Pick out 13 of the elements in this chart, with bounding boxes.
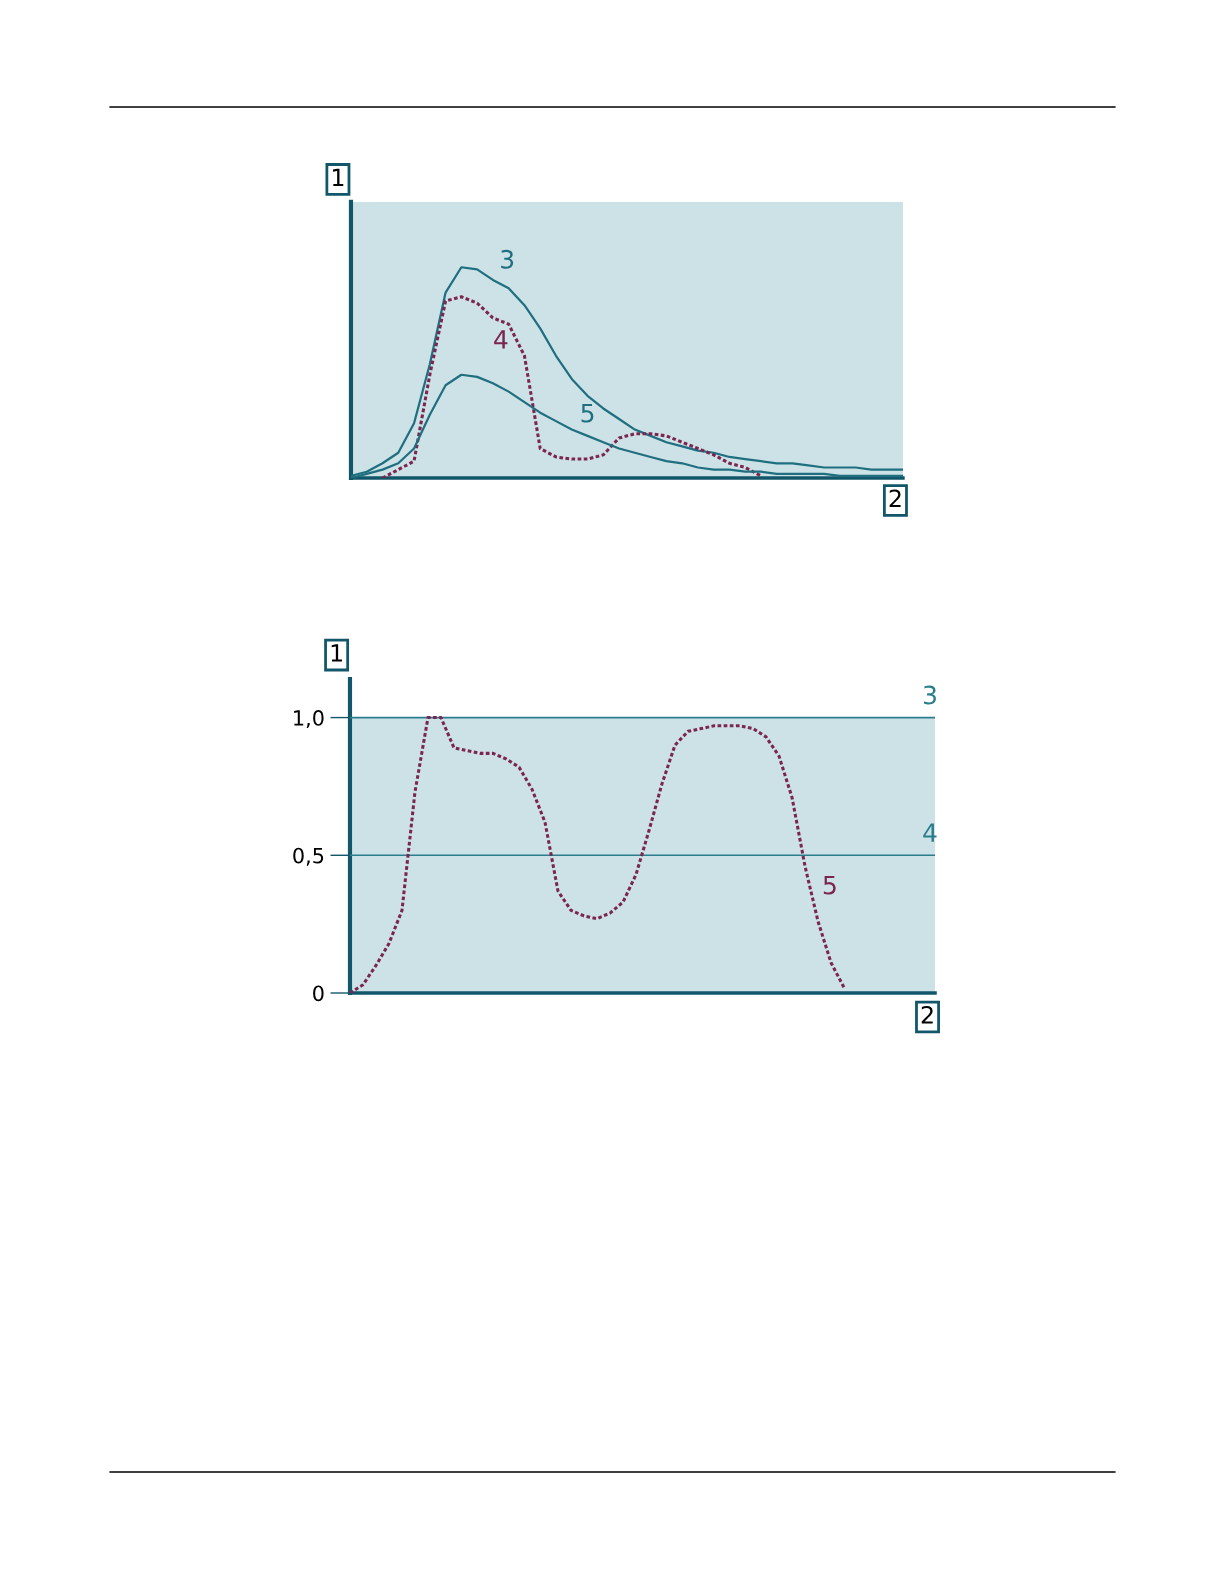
y-axis-title: 1 xyxy=(333,168,344,186)
y-tick-label: 1,0 xyxy=(294,710,324,728)
y-tick-label: 0 xyxy=(313,985,324,1002)
series-label: 3 xyxy=(923,685,936,705)
y-axis-title: 1 xyxy=(331,644,342,662)
series-label: 5 xyxy=(823,875,836,895)
series-label: 3 xyxy=(501,249,514,269)
x-axis-title: 2 xyxy=(889,489,901,508)
series-label: 4 xyxy=(494,330,508,349)
series-label: 5 xyxy=(581,404,594,423)
series-label: 4 xyxy=(923,823,937,842)
y-tick-label: 0,5 xyxy=(293,847,324,866)
x-axis-title: 2 xyxy=(921,1005,933,1024)
